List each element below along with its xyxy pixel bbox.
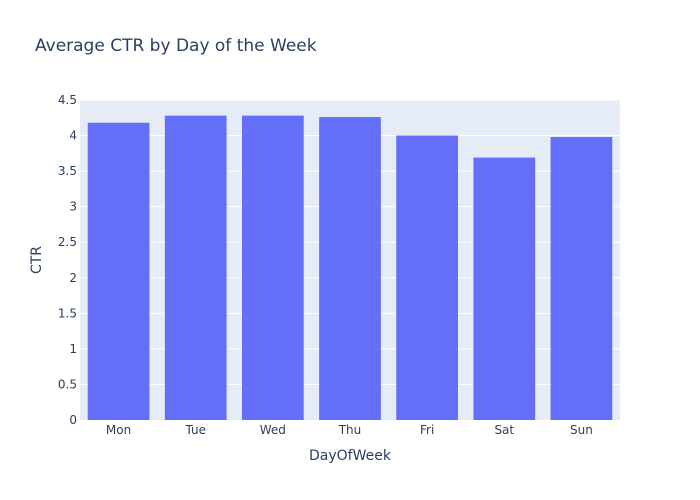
y-tick-label: 3.5 — [58, 164, 77, 178]
y-tick-label: 2 — [69, 271, 77, 285]
bar-mon[interactable] — [87, 122, 150, 420]
y-tick-label: 4 — [69, 129, 77, 143]
y-tick-label: 2.5 — [58, 235, 77, 249]
bar-wed[interactable] — [242, 115, 304, 421]
bar-sat[interactable] — [473, 157, 536, 420]
x-tick-label: Mon — [106, 423, 131, 437]
y-tick-label: 1 — [69, 342, 77, 356]
x-tick-label: Sun — [570, 423, 593, 437]
y-tick-label: 1.5 — [58, 306, 77, 320]
bar-thu[interactable] — [319, 117, 381, 421]
bar-fri[interactable] — [396, 135, 458, 421]
x-tick-label: Thu — [338, 423, 362, 437]
y-tick-label: 3 — [69, 200, 77, 214]
bar-sun[interactable] — [550, 136, 613, 420]
bars — [87, 115, 613, 421]
x-axis-title: DayOfWeek — [309, 448, 392, 464]
x-tick-label: Tue — [184, 423, 206, 437]
y-axis-ticks: 0 0.5 1 1.5 2 2.5 3 3.5 4 4.5 — [58, 93, 77, 427]
y-tick-label: 4.5 — [58, 93, 77, 107]
x-tick-label: Sat — [494, 423, 514, 437]
y-tick-label: 0.5 — [58, 377, 77, 391]
x-axis-ticks: Mon Tue Wed Thu Fri Sat Sun — [106, 423, 593, 437]
bar-tue[interactable] — [164, 115, 227, 421]
y-axis-title: CTR — [29, 246, 45, 274]
chart-title: Average CTR by Day of the Week — [35, 36, 317, 56]
y-tick-label: 0 — [69, 413, 77, 427]
x-tick-label: Wed — [260, 423, 286, 437]
x-tick-label: Fri — [420, 423, 434, 437]
